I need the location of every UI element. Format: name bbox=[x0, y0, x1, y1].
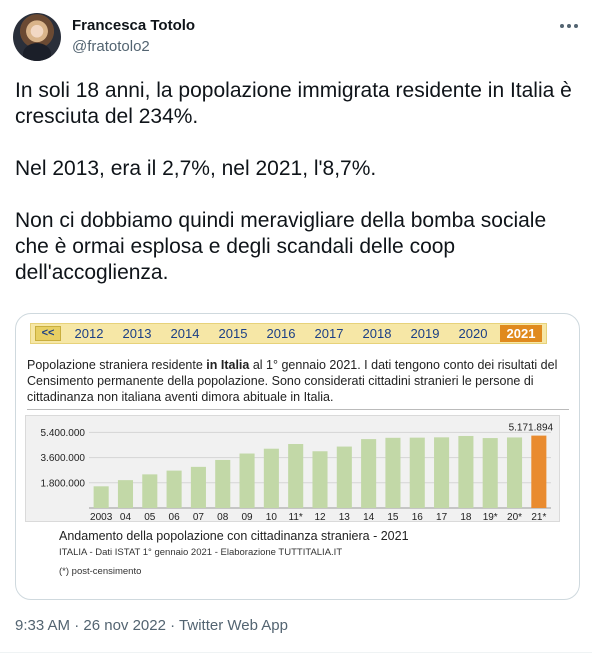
bar bbox=[190, 466, 206, 508]
year-link[interactable]: 2018 bbox=[362, 326, 392, 341]
bar bbox=[117, 480, 134, 508]
x-tick-label: 08 bbox=[217, 512, 229, 523]
bar bbox=[409, 437, 425, 508]
author-name[interactable]: Francesca Totolo bbox=[72, 17, 196, 34]
year-link[interactable]: 2015 bbox=[218, 326, 248, 341]
bar bbox=[312, 451, 328, 508]
year-link[interactable]: 2020 bbox=[458, 326, 488, 341]
year-prev-button[interactable]: << bbox=[35, 326, 61, 341]
bar bbox=[93, 486, 109, 508]
desc-pre: Popolazione straniera residente bbox=[27, 358, 207, 372]
year-link[interactable]: 2014 bbox=[170, 326, 200, 341]
x-tick-label: 05 bbox=[144, 512, 156, 523]
x-tick-label: 06 bbox=[169, 512, 181, 523]
x-tick-label: 19* bbox=[483, 512, 498, 523]
bar-highlight bbox=[531, 435, 547, 508]
divider bbox=[0, 652, 592, 653]
more-options-icon[interactable] bbox=[560, 22, 580, 30]
author-handle[interactable]: @fratotolo2 bbox=[72, 38, 150, 55]
avatar[interactable] bbox=[13, 13, 61, 61]
chart-description: Popolazione straniera residente in Itali… bbox=[27, 357, 572, 405]
tweet-source[interactable]: Twitter Web App bbox=[179, 617, 288, 634]
year-link[interactable]: 2019 bbox=[410, 326, 440, 341]
x-tick-label: 09 bbox=[241, 512, 253, 523]
y-tick-label: 3.600.000 bbox=[41, 453, 86, 464]
tweet-time[interactable]: 9:33 AM bbox=[15, 617, 71, 634]
bar bbox=[458, 435, 474, 508]
bar bbox=[263, 448, 279, 508]
x-tick-label: 07 bbox=[193, 512, 205, 523]
bar bbox=[482, 438, 498, 508]
year-link[interactable]: 2016 bbox=[266, 326, 296, 341]
year-link[interactable]: 2013 bbox=[122, 326, 152, 341]
x-tick-label: 13 bbox=[339, 512, 351, 523]
bar bbox=[166, 470, 182, 508]
divider bbox=[27, 409, 569, 410]
y-tick-label: 5.400.000 bbox=[41, 428, 86, 439]
bar bbox=[506, 437, 523, 508]
bar bbox=[142, 474, 158, 508]
chart-caption-note: (*) post-censimento bbox=[59, 566, 142, 577]
x-tick-label: 15 bbox=[387, 512, 399, 523]
bar bbox=[239, 453, 255, 508]
desc-bold: in Italia bbox=[206, 358, 250, 372]
x-tick-label: 16 bbox=[412, 512, 424, 523]
chart-caption-source: ITALIA - Dati ISTAT 1° gennaio 2021 - El… bbox=[59, 547, 343, 558]
bar bbox=[361, 439, 377, 508]
x-tick-label: 17 bbox=[436, 512, 448, 523]
tweet-image-card[interactable]: << 2012 2013 2014 2015 2016 2017 2018 20… bbox=[15, 313, 580, 600]
desc-post: al 1° gennaio 2021. I dati tengono conto… bbox=[27, 358, 558, 404]
x-tick-label: 11* bbox=[289, 512, 303, 523]
chart-caption-title: Andamento della popolazione con cittadin… bbox=[59, 529, 409, 543]
bar bbox=[288, 444, 304, 508]
x-tick-label: 14 bbox=[363, 512, 375, 523]
tweet-date[interactable]: 26 nov 2022 bbox=[83, 617, 166, 634]
meta-separator: · bbox=[165, 617, 180, 634]
tweet-text: In soli 18 anni, la popolazione immigrat… bbox=[15, 79, 572, 284]
x-tick-label: 12 bbox=[314, 512, 326, 523]
tweet-meta: 9:33 AM · 26 nov 2022 · Twitter Web App bbox=[15, 617, 288, 634]
x-tick-label: 10 bbox=[266, 512, 278, 523]
y-tick-label: 1.800.000 bbox=[41, 478, 86, 489]
year-navigation: << 2012 2013 2014 2015 2016 2017 2018 20… bbox=[30, 323, 547, 344]
bar bbox=[215, 459, 231, 508]
x-tick-label: 18 bbox=[460, 512, 472, 523]
bar bbox=[385, 437, 401, 508]
x-tick-label: 20* bbox=[507, 512, 522, 523]
x-tick-label: 21* bbox=[531, 512, 546, 523]
x-tick-label: 2003 bbox=[90, 512, 113, 523]
x-tick-label: 04 bbox=[120, 512, 132, 523]
meta-separator: · bbox=[70, 617, 84, 634]
year-link[interactable]: 2017 bbox=[314, 326, 344, 341]
data-label: 5.171.894 bbox=[509, 423, 554, 434]
bar bbox=[434, 437, 450, 508]
bar-chart: 5.400.000 3.600.000 1.800.000 2003 04 05 06 07 0… bbox=[41, 423, 554, 523]
bar bbox=[336, 446, 352, 508]
year-active[interactable]: 2021 bbox=[500, 325, 542, 342]
year-link[interactable]: 2012 bbox=[74, 326, 104, 341]
